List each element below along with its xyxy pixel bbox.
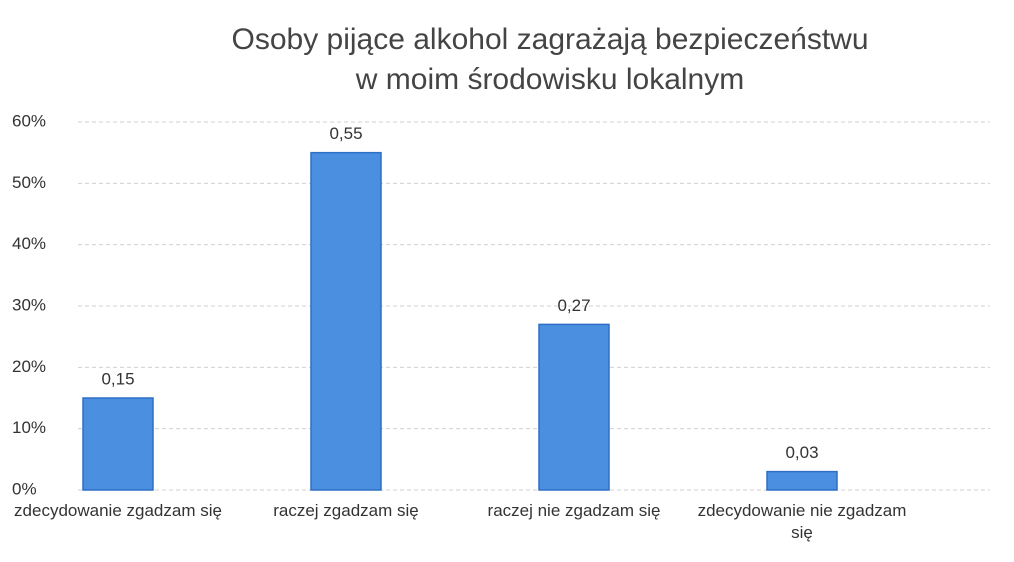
y-tick-label: 0%	[12, 479, 37, 498]
data-label: 0,03	[785, 443, 818, 462]
x-tick-label: zdecydowanie zgadzam się	[14, 501, 222, 520]
x-label-box: zdecydowanie zgadzam się	[14, 501, 222, 520]
y-tick-label: 40%	[12, 234, 46, 253]
x-label-box: raczej nie zgadzam się	[487, 501, 661, 520]
bar	[82, 397, 154, 491]
y-tick-label: 30%	[12, 295, 46, 314]
data-label: 0,55	[329, 124, 362, 143]
y-tick-label: 10%	[12, 418, 46, 437]
x-tick-label: raczej nie zgadzam się	[487, 501, 661, 520]
x-label-box: zdecydowanie nie zgadzam się	[697, 501, 907, 542]
chart-title: Osoby pijące alkohol zagrażają bezpiecze…	[231, 23, 869, 96]
bar	[766, 470, 838, 491]
y-tick-label: 20%	[12, 357, 46, 376]
y-tick-label: 60%	[12, 111, 46, 130]
title-box: Osoby pijące alkohol zagrażają bezpiecze…	[231, 23, 869, 96]
x-tick-label: zdecydowanie nie zgadzam się	[697, 501, 907, 542]
data-label: 0,15	[101, 369, 134, 388]
bar	[310, 151, 382, 491]
bar	[538, 323, 610, 491]
x-label-box: raczej zgadzam się	[273, 501, 419, 520]
x-tick-label: raczej zgadzam się	[273, 501, 419, 520]
y-tick-label: 50%	[12, 173, 46, 192]
data-label: 0,27	[557, 296, 590, 315]
